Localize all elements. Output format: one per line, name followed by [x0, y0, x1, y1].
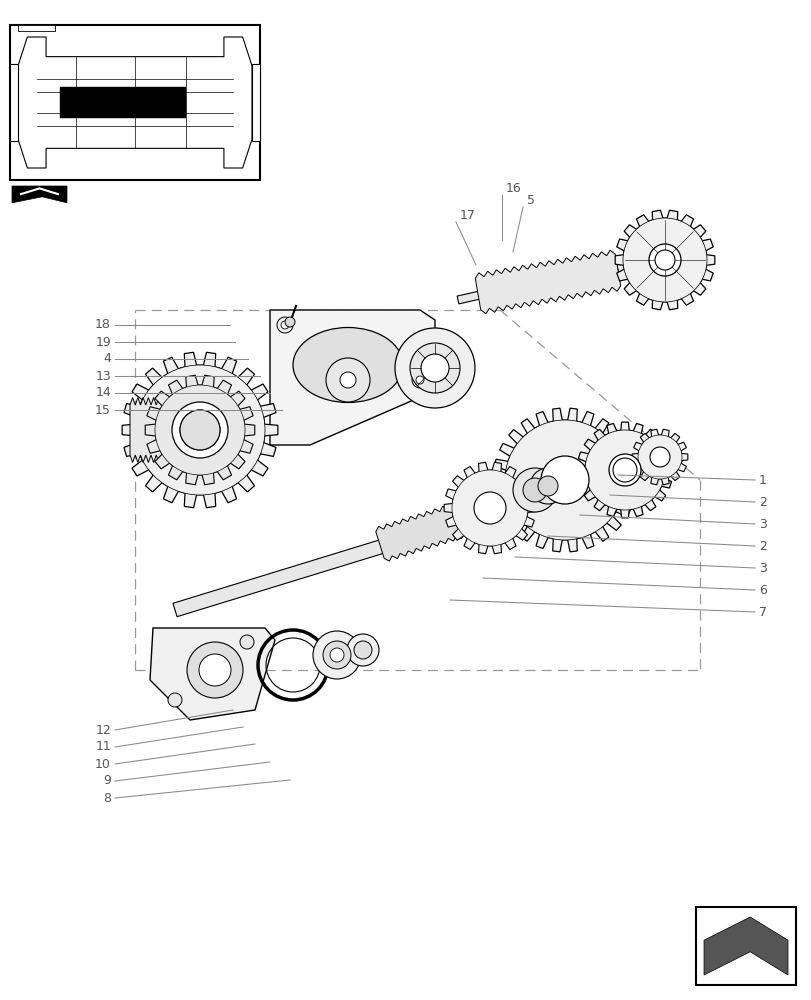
Text: 6: 6	[758, 584, 766, 596]
Circle shape	[410, 343, 460, 393]
Text: 4: 4	[103, 353, 111, 365]
Text: 2: 2	[758, 540, 766, 552]
Circle shape	[530, 468, 565, 504]
Polygon shape	[145, 375, 255, 485]
Polygon shape	[615, 210, 714, 310]
Polygon shape	[375, 504, 464, 561]
Circle shape	[522, 478, 547, 502]
Bar	[695, 907, 795, 985]
Text: 3: 3	[758, 562, 766, 574]
Text: 11: 11	[95, 740, 111, 754]
Bar	[18, 25, 55, 31]
Polygon shape	[474, 250, 620, 314]
Circle shape	[346, 634, 379, 666]
Circle shape	[180, 410, 220, 450]
Text: 10: 10	[95, 758, 111, 770]
Circle shape	[277, 317, 293, 333]
Circle shape	[172, 402, 228, 458]
Circle shape	[637, 435, 681, 479]
Text: 16: 16	[505, 182, 521, 195]
Text: 12: 12	[95, 723, 111, 736]
Circle shape	[340, 372, 355, 388]
Polygon shape	[150, 628, 275, 720]
Text: 3: 3	[758, 518, 766, 530]
Text: 2: 2	[758, 495, 766, 508]
Circle shape	[285, 317, 294, 327]
Text: 8: 8	[103, 791, 111, 804]
Polygon shape	[444, 462, 535, 554]
Bar	[10, 25, 260, 180]
Circle shape	[135, 365, 264, 495]
Circle shape	[415, 376, 423, 384]
Polygon shape	[616, 258, 646, 276]
Circle shape	[168, 693, 182, 707]
Circle shape	[323, 641, 350, 669]
Circle shape	[199, 654, 230, 686]
Circle shape	[394, 328, 474, 408]
Polygon shape	[577, 422, 672, 518]
Circle shape	[354, 641, 371, 659]
Circle shape	[452, 470, 527, 546]
Text: 7: 7	[758, 605, 766, 618]
Text: 15: 15	[95, 403, 111, 416]
Bar	[60, 87, 187, 118]
Circle shape	[584, 430, 664, 510]
Circle shape	[649, 447, 669, 467]
Text: 17: 17	[460, 209, 475, 222]
Text: 14: 14	[95, 386, 111, 399]
Circle shape	[155, 385, 245, 475]
Bar	[10, 64, 18, 141]
Polygon shape	[12, 186, 67, 203]
Circle shape	[325, 358, 370, 402]
Circle shape	[608, 454, 640, 486]
Bar	[251, 64, 260, 141]
Circle shape	[622, 218, 706, 302]
Circle shape	[329, 648, 344, 662]
Polygon shape	[457, 291, 480, 304]
Polygon shape	[492, 408, 636, 552]
Circle shape	[538, 476, 557, 496]
Text: 5: 5	[526, 194, 534, 207]
Circle shape	[612, 458, 636, 482]
Circle shape	[240, 635, 254, 649]
Circle shape	[420, 354, 448, 382]
Circle shape	[504, 420, 624, 540]
Circle shape	[312, 631, 361, 679]
Circle shape	[474, 492, 505, 524]
Circle shape	[513, 468, 556, 512]
Circle shape	[187, 642, 242, 698]
Text: 18: 18	[95, 318, 111, 332]
Ellipse shape	[293, 328, 402, 402]
Polygon shape	[173, 448, 681, 617]
Polygon shape	[474, 484, 522, 523]
Text: 1: 1	[758, 474, 766, 487]
Circle shape	[648, 244, 680, 276]
Polygon shape	[703, 917, 787, 975]
Text: 9: 9	[103, 774, 111, 788]
Polygon shape	[130, 397, 172, 462]
Polygon shape	[270, 310, 435, 445]
Circle shape	[281, 321, 289, 329]
Text: 19: 19	[95, 336, 111, 349]
Text: 13: 13	[95, 369, 111, 382]
Circle shape	[540, 456, 588, 504]
Circle shape	[180, 410, 220, 450]
Circle shape	[411, 372, 427, 388]
Polygon shape	[632, 429, 687, 485]
Circle shape	[654, 250, 674, 270]
Polygon shape	[122, 352, 277, 508]
